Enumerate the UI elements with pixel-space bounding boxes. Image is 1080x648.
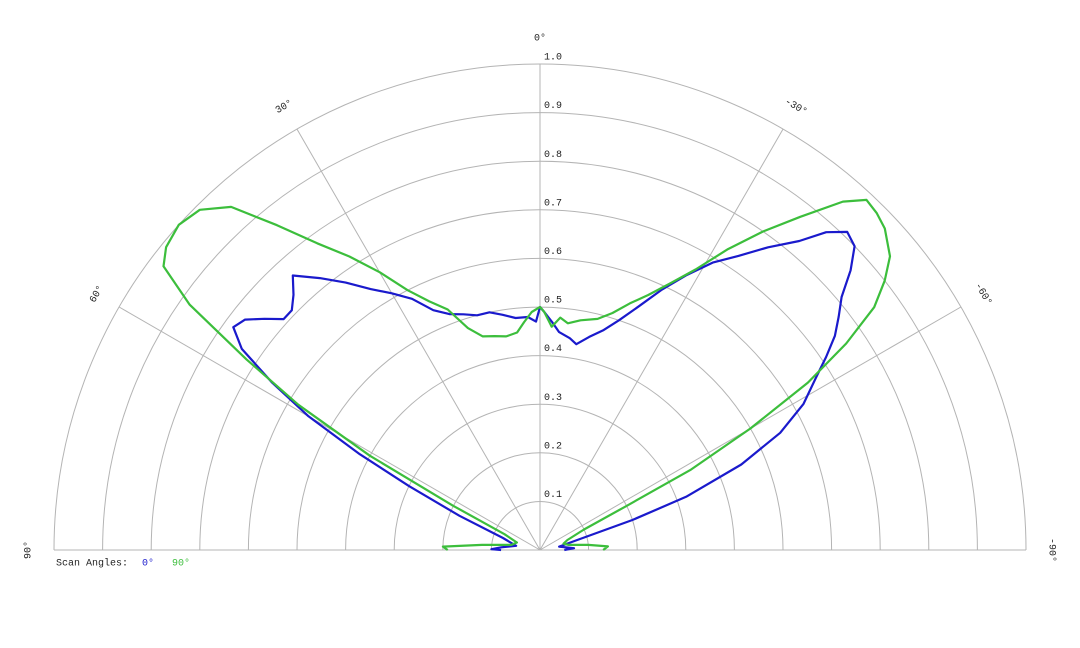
- r-tick-label: 0.9: [544, 101, 562, 112]
- legend-title: Scan Angles:: [56, 558, 128, 570]
- r-tick-label: 0.1: [544, 490, 562, 501]
- legend-entry: 90°: [172, 558, 190, 570]
- r-tick-label: 0.7: [544, 198, 562, 209]
- r-tick-label: 1.0: [544, 53, 562, 64]
- r-tick-label: 0.8: [544, 150, 562, 161]
- grid-spoke: [118, 306, 541, 551]
- r-tick-label: 0.6: [544, 247, 562, 258]
- angle-tick-label: -90°: [1045, 538, 1057, 562]
- series-line: [232, 230, 856, 552]
- legend-entry: 0°: [142, 558, 154, 570]
- plot-area: [162, 198, 892, 552]
- grid-spoke: [539, 128, 784, 551]
- angle-tick-label: 90°: [23, 541, 35, 559]
- angle-tick-label: -60°: [972, 281, 994, 308]
- angle-tick-label: 30°: [274, 97, 296, 116]
- labels: Scan Angles: 0.1 0.2 0.3 0.4 0.5 0.6 0.7 0.8 0.9…: [23, 33, 1058, 570]
- angle-tick-label: -30°: [782, 96, 809, 118]
- grid-spoke: [296, 128, 541, 551]
- r-tick-label: 0.2: [544, 441, 562, 452]
- r-tick-label: 0.5: [544, 296, 562, 307]
- series-line: [162, 198, 892, 551]
- r-tick-label: 0.4: [544, 344, 562, 355]
- angle-tick-label: 60°: [87, 284, 106, 306]
- r-tick-label: 0.3: [544, 393, 562, 404]
- angle-tick-label: 0°: [534, 33, 546, 45]
